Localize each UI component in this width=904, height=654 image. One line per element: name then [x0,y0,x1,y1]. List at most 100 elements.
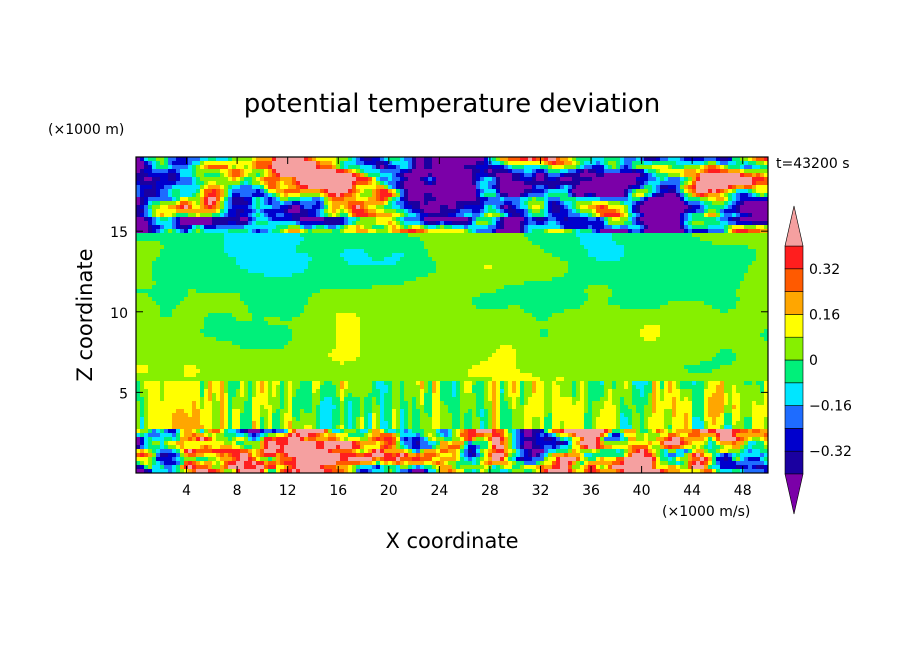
field-cell [204,173,209,178]
field-cell [524,201,529,206]
field-cell [152,193,157,198]
field-cell [300,169,305,174]
field-cell [732,257,737,262]
field-cell [664,157,669,162]
field-cell [280,169,285,174]
field-cell [212,185,217,190]
field-cell [680,213,685,218]
field-cell [648,165,653,170]
field-cell [500,173,505,178]
field-cell [348,253,353,258]
field-cell [540,201,545,206]
field-cell [744,157,749,162]
field-cell [448,161,453,166]
field-cell [292,273,297,278]
field-cell [356,209,361,214]
field-cell [704,269,709,274]
field-cell [468,185,473,190]
field-cell [492,277,497,282]
field-cell [656,265,661,270]
field-cell [488,277,493,282]
field-cell [520,233,525,238]
field-cell [660,213,665,218]
field-cell [340,181,345,186]
field-cell [640,201,645,206]
field-cell [248,209,253,214]
field-cell [392,161,397,166]
field-cell [304,229,309,234]
field-cell [716,225,721,230]
field-cell [152,165,157,170]
field-cell [664,197,669,202]
field-cell [192,233,197,238]
field-cell [176,233,181,238]
field-cell [472,173,477,178]
field-cell [656,269,661,274]
field-cell [696,253,701,258]
field-cell [228,221,233,226]
field-cell [384,157,389,162]
field-cell [732,189,737,194]
field-cell [592,213,597,218]
field-cell [528,249,533,254]
field-cell [420,261,425,266]
field-cell [184,277,189,282]
field-cell [440,269,445,274]
field-cell [420,273,425,278]
field-cell [660,237,665,242]
field-cell [256,265,261,270]
field-cell [460,225,465,230]
field-cell [580,241,585,246]
field-cell [528,193,533,198]
field-cell [240,173,245,178]
field-cell [236,217,241,222]
field-cell [208,173,213,178]
field-cell [320,265,325,270]
field-cell [528,197,533,202]
field-cell [328,237,333,242]
field-cell [308,181,313,186]
field-cell [244,193,249,198]
field-cell [268,257,273,262]
field-cell [480,241,485,246]
field-cell [312,229,317,234]
field-cell [344,257,349,262]
field-cell [508,197,513,202]
field-cell [524,273,529,278]
field-cell [408,249,413,254]
field-cell [372,193,377,198]
field-cell [360,265,365,270]
field-cell [556,273,561,278]
field-cell [196,209,201,214]
field-cell [664,189,669,194]
field-cell [392,181,397,186]
field-cell [168,245,173,250]
field-cell [332,197,337,202]
field-cell [664,277,669,282]
field-cell [704,181,709,186]
field-cell [200,229,205,234]
field-cell [160,253,165,258]
field-cell [748,261,753,266]
field-cell [216,217,221,222]
field-cell [256,185,261,190]
field-cell [160,237,165,242]
field-cell [284,273,289,278]
field-cell [648,193,653,198]
field-cell [568,257,573,262]
field-cell [168,165,173,170]
field-cell [296,165,301,170]
field-cell [408,169,413,174]
field-cell [208,213,213,218]
field-cell [260,265,265,270]
field-cell [656,177,661,182]
field-cell [628,237,633,242]
field-cell [524,165,529,170]
field-cell [200,233,205,238]
field-cell [376,177,381,182]
field-cell [300,181,305,186]
field-cell [712,173,717,178]
field-cell [660,165,665,170]
field-cell [708,181,713,186]
field-cell [272,277,277,282]
